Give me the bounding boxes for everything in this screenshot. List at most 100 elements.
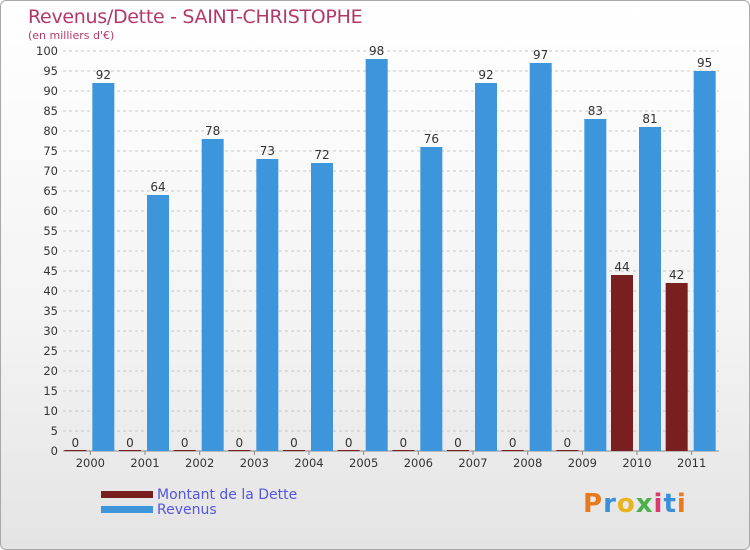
bar-revenus-2005 <box>365 59 388 451</box>
value-label-revenus-2002: 78 <box>205 124 220 138</box>
logo-letter: o <box>616 489 636 519</box>
y-tick-label: 85 <box>43 104 58 118</box>
value-label-dette-2007: 0 <box>454 436 462 450</box>
x-tick-label: 2004 <box>294 456 323 470</box>
bar-dette-2011 <box>665 283 688 451</box>
y-tick-label: 0 <box>51 444 58 458</box>
x-tick-label: 2010 <box>622 456 651 470</box>
y-tick-label: 40 <box>43 284 58 298</box>
legend-label-revenus: Revenus <box>157 501 217 518</box>
value-label-dette-2005: 0 <box>345 436 353 450</box>
logo-letter: r <box>603 489 617 519</box>
y-tick-label: 55 <box>43 224 58 238</box>
legend: Montant de la Dette Revenus <box>101 486 298 518</box>
logo-letter: x <box>635 489 654 519</box>
value-label-dette-2009: 0 <box>564 436 572 450</box>
y-tick-label: 60 <box>43 204 58 218</box>
y-tick-label: 50 <box>43 244 58 258</box>
bar-dette-2007 <box>447 450 469 451</box>
bar-dette-2008 <box>501 450 524 451</box>
y-tick-label: 75 <box>43 144 58 158</box>
bar-dette-2003 <box>228 450 251 451</box>
y-tick-label: 10 <box>43 404 58 418</box>
y-axis-ticks: 0 5 10 15 20 25 30 35 40 45 50 55 60 65 70 75 80 85 90 95 10… <box>36 44 58 458</box>
bar-revenus-2001 <box>147 195 169 451</box>
value-label-dette-2008: 0 <box>509 436 517 450</box>
legend-label-dette: Montant de la Dette <box>157 486 298 503</box>
bar-revenus-2010 <box>639 127 661 451</box>
legend-item-dette: Montant de la Dette <box>101 486 298 503</box>
logo-letter: P <box>583 489 604 519</box>
y-tick-label: 65 <box>43 184 58 198</box>
value-labels: 0 92 0 64 0 78 0 73 0 72 0 98 0 76 0 92 0 97 0 83 44 81 42 95 <box>72 44 713 450</box>
chart-title: Revenus/Dette - SAINT-CHRISTOPHE <box>28 6 363 28</box>
y-tick-label: 5 <box>51 424 58 438</box>
bar-revenus-2011 <box>693 71 716 451</box>
value-label-revenus-2003: 73 <box>260 144 275 158</box>
bar-dette-2000 <box>64 450 87 451</box>
x-axis-ticks: 2000 2001 2002 2003 2004 2005 2006 2007 2008 2009… <box>76 451 706 470</box>
value-label-revenus-2001: 64 <box>150 180 165 194</box>
bar-revenus-2006 <box>420 147 443 451</box>
bar-dette-2009 <box>556 450 579 451</box>
value-label-revenus-2004: 72 <box>314 148 329 162</box>
value-label-dette-2010: 44 <box>614 260 629 274</box>
bar-revenus-2009 <box>584 119 607 451</box>
legend-swatch-revenus <box>101 506 153 513</box>
y-tick-label: 35 <box>43 304 58 318</box>
bar-dette-2006 <box>392 450 415 451</box>
chart-subtitle: (en milliers d'€) <box>28 29 115 42</box>
bar-revenus-2004 <box>311 163 333 451</box>
value-label-revenus-2008: 97 <box>533 48 548 62</box>
x-tick-label: 2000 <box>76 456 105 470</box>
legend-item-revenus: Revenus <box>101 501 297 518</box>
x-tick-label: 2008 <box>513 456 542 470</box>
y-tick-label: 15 <box>43 384 58 398</box>
bar-dette-2005 <box>337 450 360 451</box>
bar-dette-2001 <box>119 450 141 451</box>
y-tick-label: 30 <box>43 324 58 338</box>
y-tick-label: 95 <box>43 64 58 78</box>
bar-dette-2004 <box>283 450 305 451</box>
value-label-dette-2011: 42 <box>669 268 684 282</box>
y-tick-label: 90 <box>43 84 58 98</box>
value-label-dette-2004: 0 <box>290 436 298 450</box>
value-label-revenus-2005: 98 <box>369 44 384 58</box>
x-tick-label: 2002 <box>185 456 214 470</box>
bar-dette-2010 <box>611 275 633 451</box>
x-tick-label: 2009 <box>568 456 597 470</box>
y-tick-label: 20 <box>43 364 58 378</box>
value-label-dette-2002: 0 <box>181 436 189 450</box>
bar-revenus-2000 <box>92 83 115 451</box>
y-tick-label: 45 <box>43 264 58 278</box>
value-label-revenus-2000: 92 <box>96 68 111 82</box>
logo-letter: i <box>653 489 664 519</box>
bar-revenus-2002 <box>201 139 224 451</box>
value-label-revenus-2006: 76 <box>424 132 439 146</box>
value-label-dette-2000: 0 <box>72 436 80 450</box>
value-label-dette-2001: 0 <box>126 436 134 450</box>
y-tick-label: 25 <box>43 344 58 358</box>
x-tick-label: 2011 <box>677 456 706 470</box>
x-tick-label: 2001 <box>130 456 159 470</box>
legend-swatch-dette <box>101 491 153 498</box>
bar-revenus-2007 <box>475 83 497 451</box>
bar-dette-2002 <box>173 450 196 451</box>
x-tick-label: 2005 <box>349 456 378 470</box>
logo-letter: i <box>676 489 687 519</box>
value-label-dette-2006: 0 <box>400 436 408 450</box>
value-label-revenus-2011: 95 <box>697 56 712 70</box>
proxiti-logo: Proxiti <box>583 489 687 519</box>
y-tick-label: 100 <box>36 44 58 58</box>
x-tick-label: 2003 <box>240 456 269 470</box>
value-label-revenus-2007: 92 <box>478 68 493 82</box>
bar-revenus-2003 <box>256 159 279 451</box>
value-label-revenus-2010: 81 <box>642 112 657 126</box>
logo-letter: t <box>663 489 677 519</box>
grid-lines <box>63 50 719 452</box>
value-label-revenus-2009: 83 <box>588 104 603 118</box>
value-label-dette-2003: 0 <box>236 436 244 450</box>
x-tick-label: 2007 <box>458 456 487 470</box>
